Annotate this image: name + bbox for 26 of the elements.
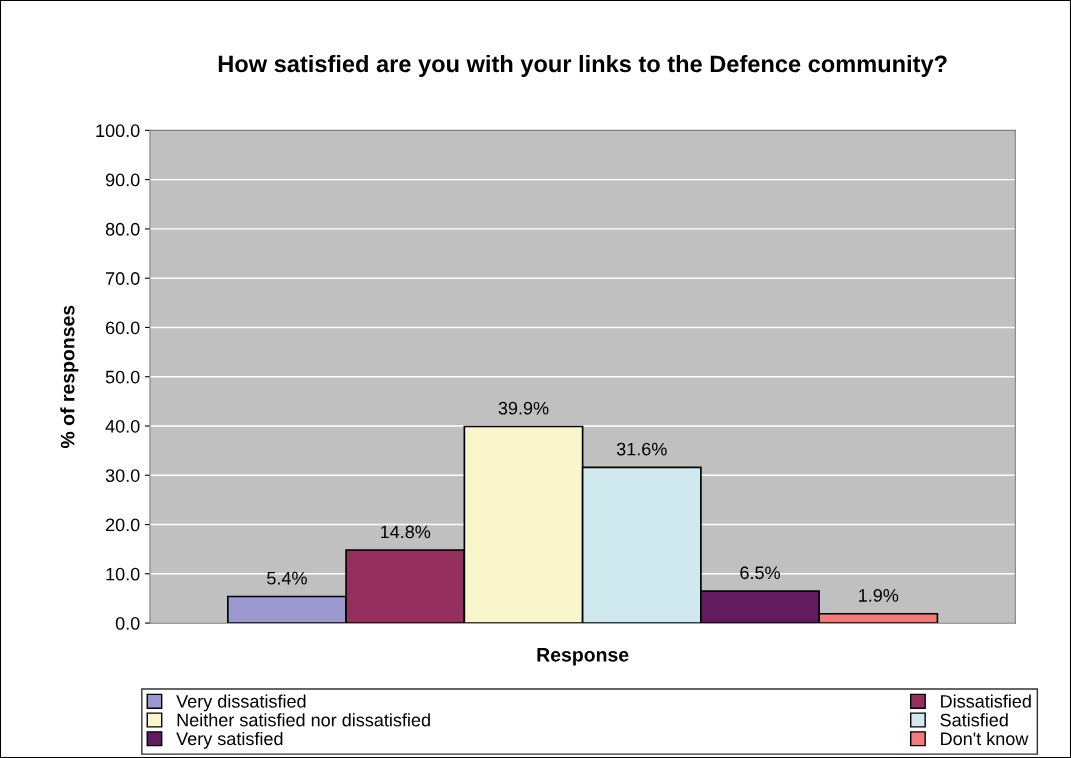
legend-label: Dissatisfied [941,694,1031,708]
data-label: 31.6% [616,442,667,456]
data-label: 39.9% [498,401,549,415]
data-label: 1.9% [859,589,899,602]
y-tick-label: 40.0 [105,419,140,433]
y-tick-label: 70.0 [106,272,140,285]
y-axis-title: % of responses [60,305,79,449]
y-tick-label: 100.0 [96,124,140,138]
y-tick-label: 50.0 [105,370,140,384]
y-tick-label: 60.0 [106,321,140,335]
legend-label: Neither satisfied nor dissatisfied [177,713,430,727]
x-axis-title: Response [537,648,629,666]
y-tick-label: 90.0 [105,173,140,187]
data-label: 14.8% [381,525,431,539]
data-label: 6.5% [740,566,780,580]
y-tick-label: 10.0 [106,567,140,581]
y-tick-label: 30.0 [105,469,140,482]
y-tick-label: 80.0 [105,222,140,236]
data-label: 5.4% [267,571,307,585]
legend-label: Satisfied [940,713,1008,727]
chart-title: How satisfied are you with your links to the Defence community? [218,54,947,77]
y-tick-label: 20.0 [105,518,140,532]
legend-label: Don't know [941,731,1029,746]
y-tick-label: 0.0 [115,617,140,630]
legend-label: Very satisfied [176,731,283,749]
legend-label: Very dissatisfied [176,694,306,712]
